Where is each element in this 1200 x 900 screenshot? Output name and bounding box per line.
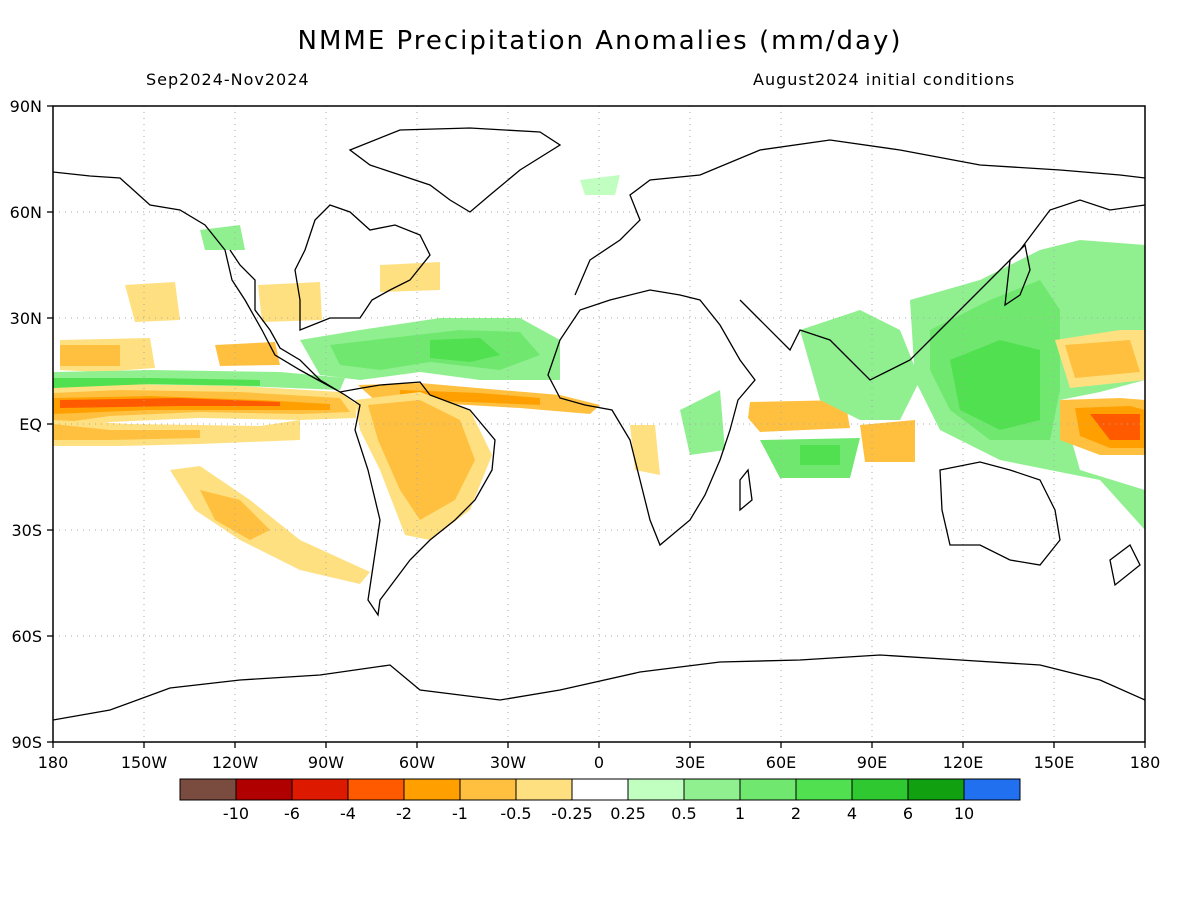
- colorbar-swatch: [291, 778, 349, 801]
- colorbar-label: -0.25: [551, 804, 592, 823]
- lat-label: 90S: [11, 733, 42, 752]
- colorbar-label: -2: [396, 804, 412, 823]
- lon-label: 180: [38, 753, 69, 772]
- lon-label: 120E: [943, 753, 984, 772]
- colorbar-swatch: [459, 778, 517, 801]
- colorbar: -10 -6 -4 -2 -1 -0.5 -0.25 0.25 0.5 1 2 4 6 10: [179, 778, 1021, 823]
- coastlines: [53, 127, 1145, 721]
- colorbar-swatch: [963, 778, 1021, 801]
- forecast-period: Sep2024-Nov2024: [146, 70, 310, 89]
- colorbar-label: 1: [735, 804, 745, 823]
- colorbar-label: -1: [452, 804, 468, 823]
- colorbar-label: 2: [791, 804, 801, 823]
- colorbar-swatch: [851, 778, 909, 801]
- lon-label: 90W: [308, 753, 344, 772]
- colorbar-swatch: [571, 778, 629, 801]
- lat-label: 30N: [10, 309, 42, 328]
- colorbar-label: 0.5: [671, 804, 696, 823]
- lon-label: 60E: [766, 753, 796, 772]
- colorbar-label: 10: [954, 804, 974, 823]
- colorbar-label: -4: [340, 804, 356, 823]
- lon-label: 90E: [857, 753, 887, 772]
- colorbar-swatch: [235, 778, 293, 801]
- initial-conditions: August2024 initial conditions: [753, 70, 1016, 89]
- lat-label: 60S: [11, 627, 42, 646]
- colorbar-label: 6: [903, 804, 913, 823]
- axis-ticks: [47, 105, 1146, 748]
- lon-label: 0: [594, 753, 604, 772]
- colorbar-label: 0.25: [610, 804, 646, 823]
- colorbar-swatch: [795, 778, 853, 801]
- colorbar-swatch: [179, 778, 237, 801]
- colorbar-swatch: [347, 778, 405, 801]
- longitude-labels: 180 150W 120W 90W 60W 30W 0 30E 60E 90E …: [38, 753, 1161, 772]
- lon-label: 60W: [399, 753, 435, 772]
- lat-label: 30S: [11, 521, 42, 540]
- map-grid: [53, 106, 1145, 742]
- lon-label: 150W: [121, 753, 168, 772]
- colorbar-label: -0.5: [500, 804, 531, 823]
- lon-label: 30W: [490, 753, 526, 772]
- lon-label: 180: [1130, 753, 1161, 772]
- colorbar-label: 4: [847, 804, 857, 823]
- lat-label: 90N: [10, 97, 42, 116]
- anomaly-shading: [53, 175, 1145, 584]
- map-title: NMME Precipitation Anomalies (mm/day): [297, 26, 903, 56]
- colorbar-label: -6: [284, 804, 300, 823]
- lon-label: 30E: [675, 753, 705, 772]
- colorbar-label: -10: [223, 804, 249, 823]
- lat-label: EQ: [19, 415, 42, 434]
- colorbar-swatch: [683, 778, 741, 801]
- lon-label: 120W: [212, 753, 259, 772]
- colorbar-swatch: [403, 778, 461, 801]
- lon-label: 150E: [1034, 753, 1075, 772]
- colorbar-swatch: [739, 778, 797, 801]
- colorbar-swatch: [907, 778, 965, 801]
- latitude-labels: 90N 60N 30N EQ 30S 60S 90S: [10, 97, 42, 752]
- colorbar-swatch: [515, 778, 573, 801]
- colorbar-swatch: [627, 778, 685, 801]
- lat-label: 60N: [10, 203, 42, 222]
